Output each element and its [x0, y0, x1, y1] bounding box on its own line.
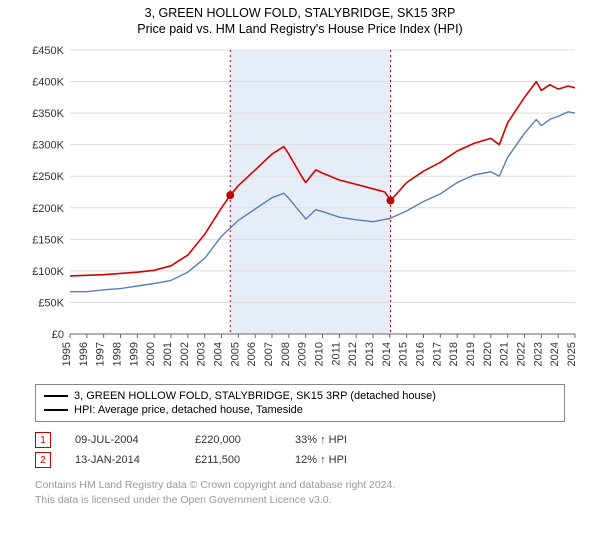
svg-text:1998: 1998 [112, 342, 124, 366]
svg-text:2003: 2003 [196, 342, 208, 366]
price-chart: £0 £50K £100K £150K £200K £250K £300K £350K £400… [20, 44, 580, 374]
legend-item: HPI: Average price, detached house, Tame… [44, 403, 556, 417]
svg-text:£300K: £300K [32, 140, 64, 152]
svg-text:2022: 2022 [516, 342, 528, 366]
legend-item: 3, GREEN HOLLOW FOLD, STALYBRIDGE, SK15 … [44, 389, 556, 403]
svg-text:2020: 2020 [482, 342, 494, 366]
svg-text:2025: 2025 [566, 342, 578, 366]
svg-text:2010: 2010 [314, 342, 326, 366]
footer: Contains HM Land Registry data © Crown c… [35, 478, 565, 507]
chart-title-line2: Price paid vs. HM Land Registry's House … [0, 22, 600, 36]
legend-label: HPI: Average price, detached house, Tame… [74, 404, 303, 416]
svg-text:£350K: £350K [32, 108, 64, 120]
svg-text:1997: 1997 [95, 342, 107, 366]
chart-title-line1: 3, GREEN HOLLOW FOLD, STALYBRIDGE, SK15 … [0, 6, 600, 20]
svg-text:2014: 2014 [381, 342, 393, 366]
legend-swatch [44, 409, 68, 411]
transaction-row: 1 09-JUL-2004 £220,000 33% ↑ HPI [35, 430, 565, 450]
svg-text:2008: 2008 [280, 342, 292, 366]
legend: 3, GREEN HOLLOW FOLD, STALYBRIDGE, SK15 … [35, 384, 565, 422]
svg-text:2019: 2019 [465, 342, 477, 366]
svg-text:2004: 2004 [213, 342, 225, 366]
transaction-delta: 33% ↑ HPI [295, 434, 405, 446]
svg-text:2023: 2023 [532, 342, 544, 366]
svg-text:2021: 2021 [499, 342, 511, 366]
svg-text:2007: 2007 [263, 342, 275, 366]
title-block: 3, GREEN HOLLOW FOLD, STALYBRIDGE, SK15 … [0, 0, 600, 38]
svg-text:2013: 2013 [364, 342, 376, 366]
svg-text:1995: 1995 [61, 342, 73, 366]
svg-text:2018: 2018 [448, 342, 460, 366]
svg-text:£450K: £450K [32, 45, 64, 57]
transaction-date: 09-JUL-2004 [75, 434, 195, 446]
transaction-row: 2 13-JAN-2014 £211,500 12% ↑ HPI [35, 450, 565, 470]
transaction-delta: 12% ↑ HPI [295, 454, 405, 466]
svg-text:1996: 1996 [78, 342, 90, 366]
svg-text:2016: 2016 [415, 342, 427, 366]
svg-text:£400K: £400K [32, 77, 64, 89]
transaction-price: £211,500 [195, 454, 295, 466]
svg-text:2024: 2024 [549, 342, 561, 366]
svg-text:£50K: £50K [38, 297, 64, 309]
svg-text:£0: £0 [52, 329, 64, 341]
svg-text:£200K: £200K [32, 203, 64, 215]
transaction-price: £220,000 [195, 434, 295, 446]
transaction-date: 13-JAN-2014 [75, 454, 195, 466]
footer-line: Contains HM Land Registry data © Crown c… [35, 478, 565, 493]
svg-text:2011: 2011 [330, 342, 342, 366]
transaction-badge: 1 [35, 432, 51, 448]
legend-label: 3, GREEN HOLLOW FOLD, STALYBRIDGE, SK15 … [74, 390, 436, 402]
transactions-table: 1 09-JUL-2004 £220,000 33% ↑ HPI 2 13-JA… [35, 430, 565, 470]
svg-text:£250K: £250K [32, 171, 64, 183]
svg-text:2005: 2005 [229, 342, 241, 366]
svg-text:2009: 2009 [297, 342, 309, 366]
svg-text:2002: 2002 [179, 342, 191, 366]
svg-text:2017: 2017 [431, 342, 443, 366]
svg-text:£150K: £150K [32, 234, 64, 246]
chart-area: £0 £50K £100K £150K £200K £250K £300K £350K £400… [20, 44, 580, 374]
svg-text:2015: 2015 [398, 342, 410, 366]
svg-text:£100K: £100K [32, 266, 64, 278]
svg-text:2012: 2012 [347, 342, 359, 366]
legend-swatch [44, 395, 68, 397]
footer-line: This data is licensed under the Open Gov… [35, 493, 565, 508]
svg-text:2006: 2006 [246, 342, 258, 366]
transaction-badge: 2 [35, 452, 51, 468]
svg-text:2000: 2000 [145, 342, 157, 366]
svg-text:2001: 2001 [162, 342, 174, 366]
svg-text:1999: 1999 [128, 342, 140, 366]
